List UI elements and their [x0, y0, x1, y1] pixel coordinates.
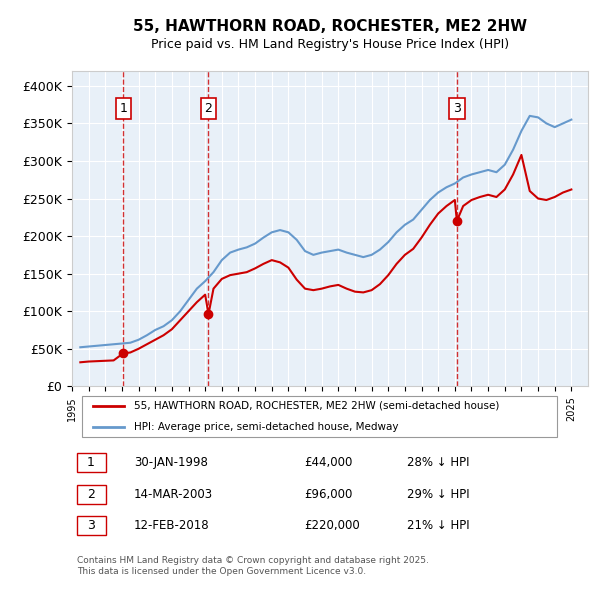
Text: 12-FEB-2018: 12-FEB-2018 — [134, 519, 209, 532]
Text: £44,000: £44,000 — [304, 457, 353, 470]
FancyBboxPatch shape — [77, 516, 106, 535]
Text: 3: 3 — [87, 519, 95, 532]
Text: 1: 1 — [119, 102, 127, 115]
Text: Contains HM Land Registry data © Crown copyright and database right 2025.
This d: Contains HM Land Registry data © Crown c… — [77, 556, 429, 575]
Text: 2: 2 — [205, 102, 212, 115]
Text: 30-JAN-1998: 30-JAN-1998 — [134, 457, 208, 470]
Text: 55, HAWTHORN ROAD, ROCHESTER, ME2 2HW (semi-detached house): 55, HAWTHORN ROAD, ROCHESTER, ME2 2HW (s… — [134, 401, 499, 411]
Text: 28% ↓ HPI: 28% ↓ HPI — [407, 457, 470, 470]
Text: 55, HAWTHORN ROAD, ROCHESTER, ME2 2HW: 55, HAWTHORN ROAD, ROCHESTER, ME2 2HW — [133, 19, 527, 34]
FancyBboxPatch shape — [77, 454, 106, 473]
Text: £220,000: £220,000 — [304, 519, 360, 532]
Text: 14-MAR-2003: 14-MAR-2003 — [134, 488, 213, 501]
Text: Price paid vs. HM Land Registry's House Price Index (HPI): Price paid vs. HM Land Registry's House … — [151, 38, 509, 51]
Text: 3: 3 — [453, 102, 461, 115]
Text: £96,000: £96,000 — [304, 488, 353, 501]
Text: 29% ↓ HPI: 29% ↓ HPI — [407, 488, 470, 501]
FancyBboxPatch shape — [77, 485, 106, 504]
Text: 2: 2 — [87, 488, 95, 501]
FancyBboxPatch shape — [82, 396, 557, 437]
Text: 21% ↓ HPI: 21% ↓ HPI — [407, 519, 470, 532]
Text: 1: 1 — [87, 457, 95, 470]
Text: HPI: Average price, semi-detached house, Medway: HPI: Average price, semi-detached house,… — [134, 421, 398, 431]
